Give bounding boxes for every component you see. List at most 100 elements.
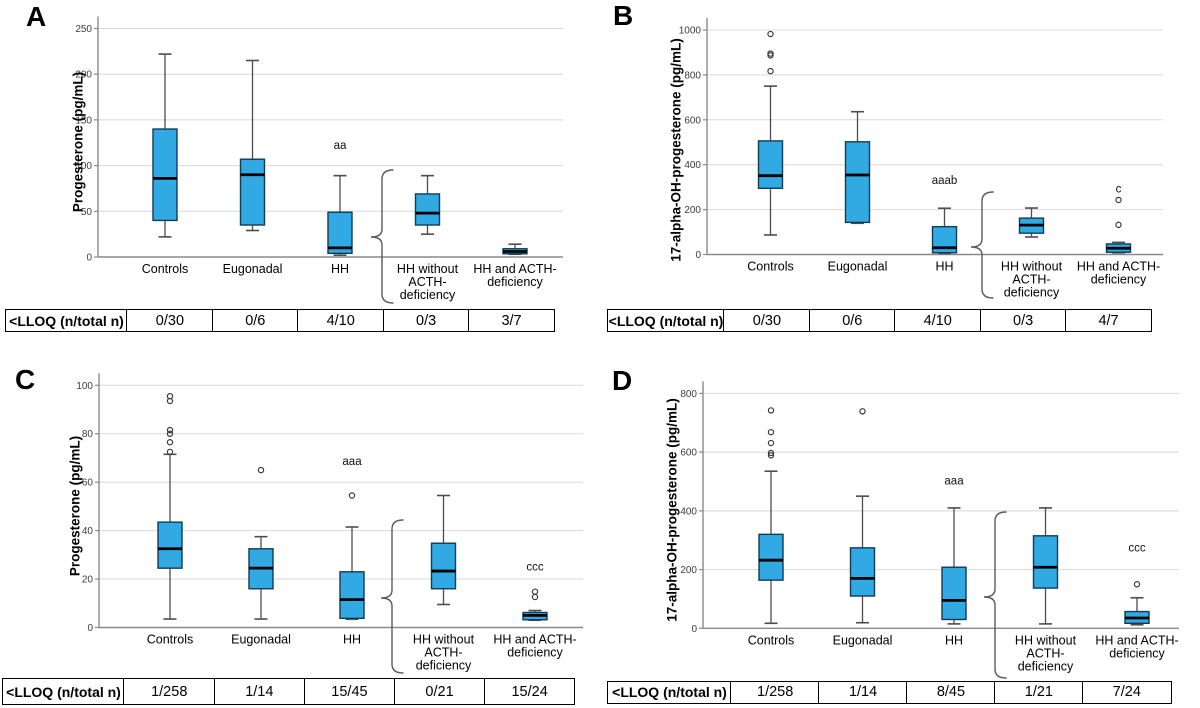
outlier-point bbox=[531, 593, 539, 601]
outlier-point bbox=[767, 428, 775, 436]
y-tick-label: 1000 bbox=[679, 26, 702, 37]
lloq-value-cell: 15/24 bbox=[483, 678, 576, 705]
y-tick-label: 0 bbox=[695, 250, 701, 261]
category-label: HH bbox=[331, 262, 349, 276]
category-label: Controls bbox=[747, 260, 794, 274]
y-tick-label: 600 bbox=[684, 115, 701, 126]
significance-annotation: ccc bbox=[526, 562, 544, 574]
category-label: Eugonadal bbox=[828, 260, 888, 274]
lloq-value-cell: 4/7 bbox=[1065, 309, 1153, 332]
category-label: HH without ACTH-deficiency bbox=[1001, 260, 1063, 300]
category-label: HH bbox=[343, 633, 361, 647]
lloq-value-cell: 1/14 bbox=[818, 681, 908, 704]
panel-letter-b: B bbox=[613, 0, 634, 31]
significance-annotation: aa bbox=[334, 140, 347, 152]
lloq-table-b: <LLOQ (n/total n) 0/30 0/6 4/10 0/3 4/7 bbox=[607, 309, 1153, 332]
y-tick-label: 0 bbox=[86, 253, 92, 264]
box-plot-box bbox=[758, 533, 784, 581]
lloq-table-d: <LLOQ (n/total n) 1/258 1/14 8/45 1/21 7/24 bbox=[607, 681, 1172, 704]
subgroup-brace bbox=[983, 511, 1007, 679]
outlier-point bbox=[531, 588, 539, 595]
lloq-value-cell: 15/45 bbox=[303, 678, 396, 705]
lloq-table-c: <LLOQ (n/total n) 1/258 1/14 15/45 0/21 15/24 bbox=[2, 678, 576, 705]
lloq-header-cell: <LLOQ (n/total n) bbox=[2, 678, 125, 705]
outlier-point bbox=[257, 466, 265, 474]
lloq-value-cell: 8/45 bbox=[906, 681, 996, 704]
y-tick-label: 0 bbox=[87, 623, 93, 634]
lloq-header-cell: <LLOQ (n/total n) bbox=[607, 681, 732, 704]
y-tick-label: 100 bbox=[75, 161, 92, 172]
lloq-value-cell: 7/24 bbox=[1082, 681, 1172, 704]
outlier-point bbox=[1115, 221, 1122, 229]
subgroup-brace bbox=[970, 191, 994, 299]
y-tick-label: 150 bbox=[75, 115, 92, 126]
y-axis-label-b: 17-alpha-OH-progesterone (pg/mL) bbox=[668, 38, 684, 262]
box-plot-box bbox=[757, 140, 784, 189]
lloq-value-cell: 4/10 bbox=[894, 309, 982, 332]
box-plot-box bbox=[941, 566, 967, 621]
panel-letter-a: A bbox=[26, 1, 47, 32]
category-label: Controls bbox=[748, 633, 795, 647]
outlier-point bbox=[1115, 196, 1122, 204]
box-plot-box bbox=[152, 128, 178, 222]
lloq-table-a: <LLOQ (n/total n) 0/30 0/6 4/10 0/3 3/7 bbox=[5, 309, 556, 332]
significance-annotation: aaa bbox=[342, 456, 362, 468]
box-plot-box bbox=[1032, 535, 1059, 589]
y-tick-label: 60 bbox=[82, 478, 94, 489]
category-label: Eugonadal bbox=[833, 633, 893, 647]
y-tick-label: 200 bbox=[75, 70, 92, 81]
category-label: Eugonadal bbox=[231, 633, 291, 647]
outlier-point bbox=[767, 30, 774, 38]
y-tick-label: 0 bbox=[691, 624, 697, 635]
category-label: HH bbox=[945, 633, 963, 647]
significance-annotation: ccc bbox=[1128, 542, 1146, 554]
box-plot-box bbox=[239, 158, 266, 226]
y-axis-label-a: Progesterone (pg/mL) bbox=[70, 71, 86, 213]
y-tick-label: 200 bbox=[680, 565, 697, 576]
lloq-value-cell: 1/258 bbox=[123, 678, 216, 705]
category-label: HH without ACTH-deficiency bbox=[397, 262, 459, 302]
significance-annotation: c bbox=[1116, 184, 1122, 196]
category-label: HH and ACTH-deficiency bbox=[493, 633, 576, 660]
y-tick-label: 80 bbox=[82, 429, 94, 440]
box-plot-box bbox=[157, 521, 183, 569]
box-plot-box bbox=[430, 542, 457, 590]
lloq-header-cell: <LLOQ (n/total n) bbox=[607, 309, 725, 332]
outlier-point bbox=[767, 67, 774, 75]
outlier-point bbox=[767, 50, 774, 57]
box-plot-box bbox=[849, 547, 876, 597]
outlier-point bbox=[767, 439, 775, 447]
y-tick-label: 40 bbox=[82, 526, 94, 537]
lloq-value-cell: 0/6 bbox=[808, 309, 896, 332]
lloq-value-cell: 0/30 bbox=[723, 309, 811, 332]
y-axis-label-c: Progesterone (pg/mL) bbox=[67, 435, 83, 577]
outlier-point bbox=[767, 407, 775, 414]
lloq-value-cell: 0/6 bbox=[211, 309, 299, 332]
category-label: HH and ACTH-deficiency bbox=[473, 262, 556, 289]
category-label: Eugonadal bbox=[223, 262, 283, 276]
outlier-point bbox=[1133, 581, 1141, 588]
box-plot-box bbox=[414, 193, 441, 226]
outlier-point bbox=[348, 492, 356, 499]
outlier-point bbox=[859, 408, 866, 415]
outlier-point bbox=[166, 430, 174, 437]
lloq-value-cell: 0/3 bbox=[382, 309, 470, 332]
y-tick-label: 50 bbox=[81, 207, 93, 218]
box-plot-box bbox=[844, 141, 871, 224]
lloq-value-cell: 3/7 bbox=[468, 309, 556, 332]
category-label: HH and ACTH-deficiency bbox=[1077, 260, 1160, 287]
outlier-point bbox=[767, 449, 775, 457]
box-plot-box bbox=[339, 571, 365, 619]
lloq-value-cell: 4/10 bbox=[297, 309, 385, 332]
panel-letter-d: D bbox=[612, 365, 633, 396]
lloq-header-cell: <LLOQ (n/total n) bbox=[5, 309, 128, 332]
lloq-value-cell: 1/258 bbox=[730, 681, 820, 704]
outlier-point bbox=[166, 439, 174, 446]
outlier-point bbox=[767, 452, 775, 459]
category-label: HH bbox=[935, 260, 953, 274]
y-tick-label: 400 bbox=[684, 160, 701, 171]
y-axis-label-d: 17-alpha-OH-progesterone (pg/mL) bbox=[664, 398, 680, 622]
y-tick-label: 800 bbox=[680, 389, 697, 400]
